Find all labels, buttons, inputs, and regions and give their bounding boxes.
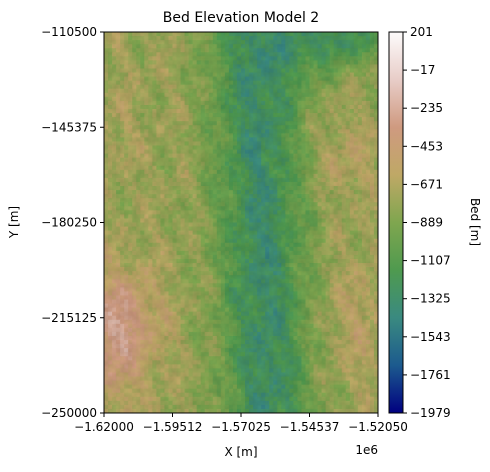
x-tick-label: −1.54537 xyxy=(280,420,340,434)
x-tick-label: −1.62000 xyxy=(74,420,134,434)
colorbar-tick-label: −1979 xyxy=(410,406,451,420)
y-tick-label: −215125 xyxy=(41,311,97,325)
colorbar-tick-label: −1543 xyxy=(410,330,451,344)
y-tick-label: −180250 xyxy=(41,216,97,230)
y-tick-label: −110500 xyxy=(41,25,97,39)
colorbar-tick-label: 201 xyxy=(410,25,433,39)
colorbar-tick-label: −1761 xyxy=(410,368,451,382)
y-axis: −110500 −145375 −180250 −215125 −250000 xyxy=(41,25,104,420)
colorbar-tick-label: −671 xyxy=(410,177,443,191)
colorbar-ticks: 201 −17 −235 −453 −671 −889 −1107 −1325 −1543 −17… xyxy=(403,25,451,420)
colorbar-tick-label: −17 xyxy=(410,63,435,77)
x-tick-label: −1.57025 xyxy=(211,420,271,434)
colorbar-tick-label: −235 xyxy=(410,101,443,115)
colorbar-tick-label: −453 xyxy=(410,139,443,153)
x-axis-label: X [m] xyxy=(224,445,257,459)
colorbar-tick-label: −1325 xyxy=(410,292,451,306)
x-tick-label: −1.52050 xyxy=(348,420,408,434)
texture-overlay xyxy=(104,32,378,413)
y-tick-label: −145375 xyxy=(41,120,97,134)
x-axis: −1.62000 −1.59512 −1.57025 −1.54537 −1.52050 xyxy=(74,413,408,434)
colorbar: 201 −17 −235 −453 −671 −889 −1107 −1325 −1543 −17… xyxy=(389,25,482,420)
colorbar-tick-label: −1107 xyxy=(410,254,451,268)
colorbar-label: Bed [m] xyxy=(468,198,482,246)
y-axis-label: Y [m] xyxy=(7,206,21,239)
chart-title: Bed Elevation Model 2 xyxy=(163,10,319,26)
colorbar-gradient xyxy=(389,32,403,413)
y-tick-label: −250000 xyxy=(41,406,97,420)
plot-area xyxy=(104,32,379,414)
colorbar-tick-label: −889 xyxy=(410,216,443,230)
x-offset-label: 1e6 xyxy=(355,443,378,457)
x-tick-label: −1.59512 xyxy=(143,420,203,434)
